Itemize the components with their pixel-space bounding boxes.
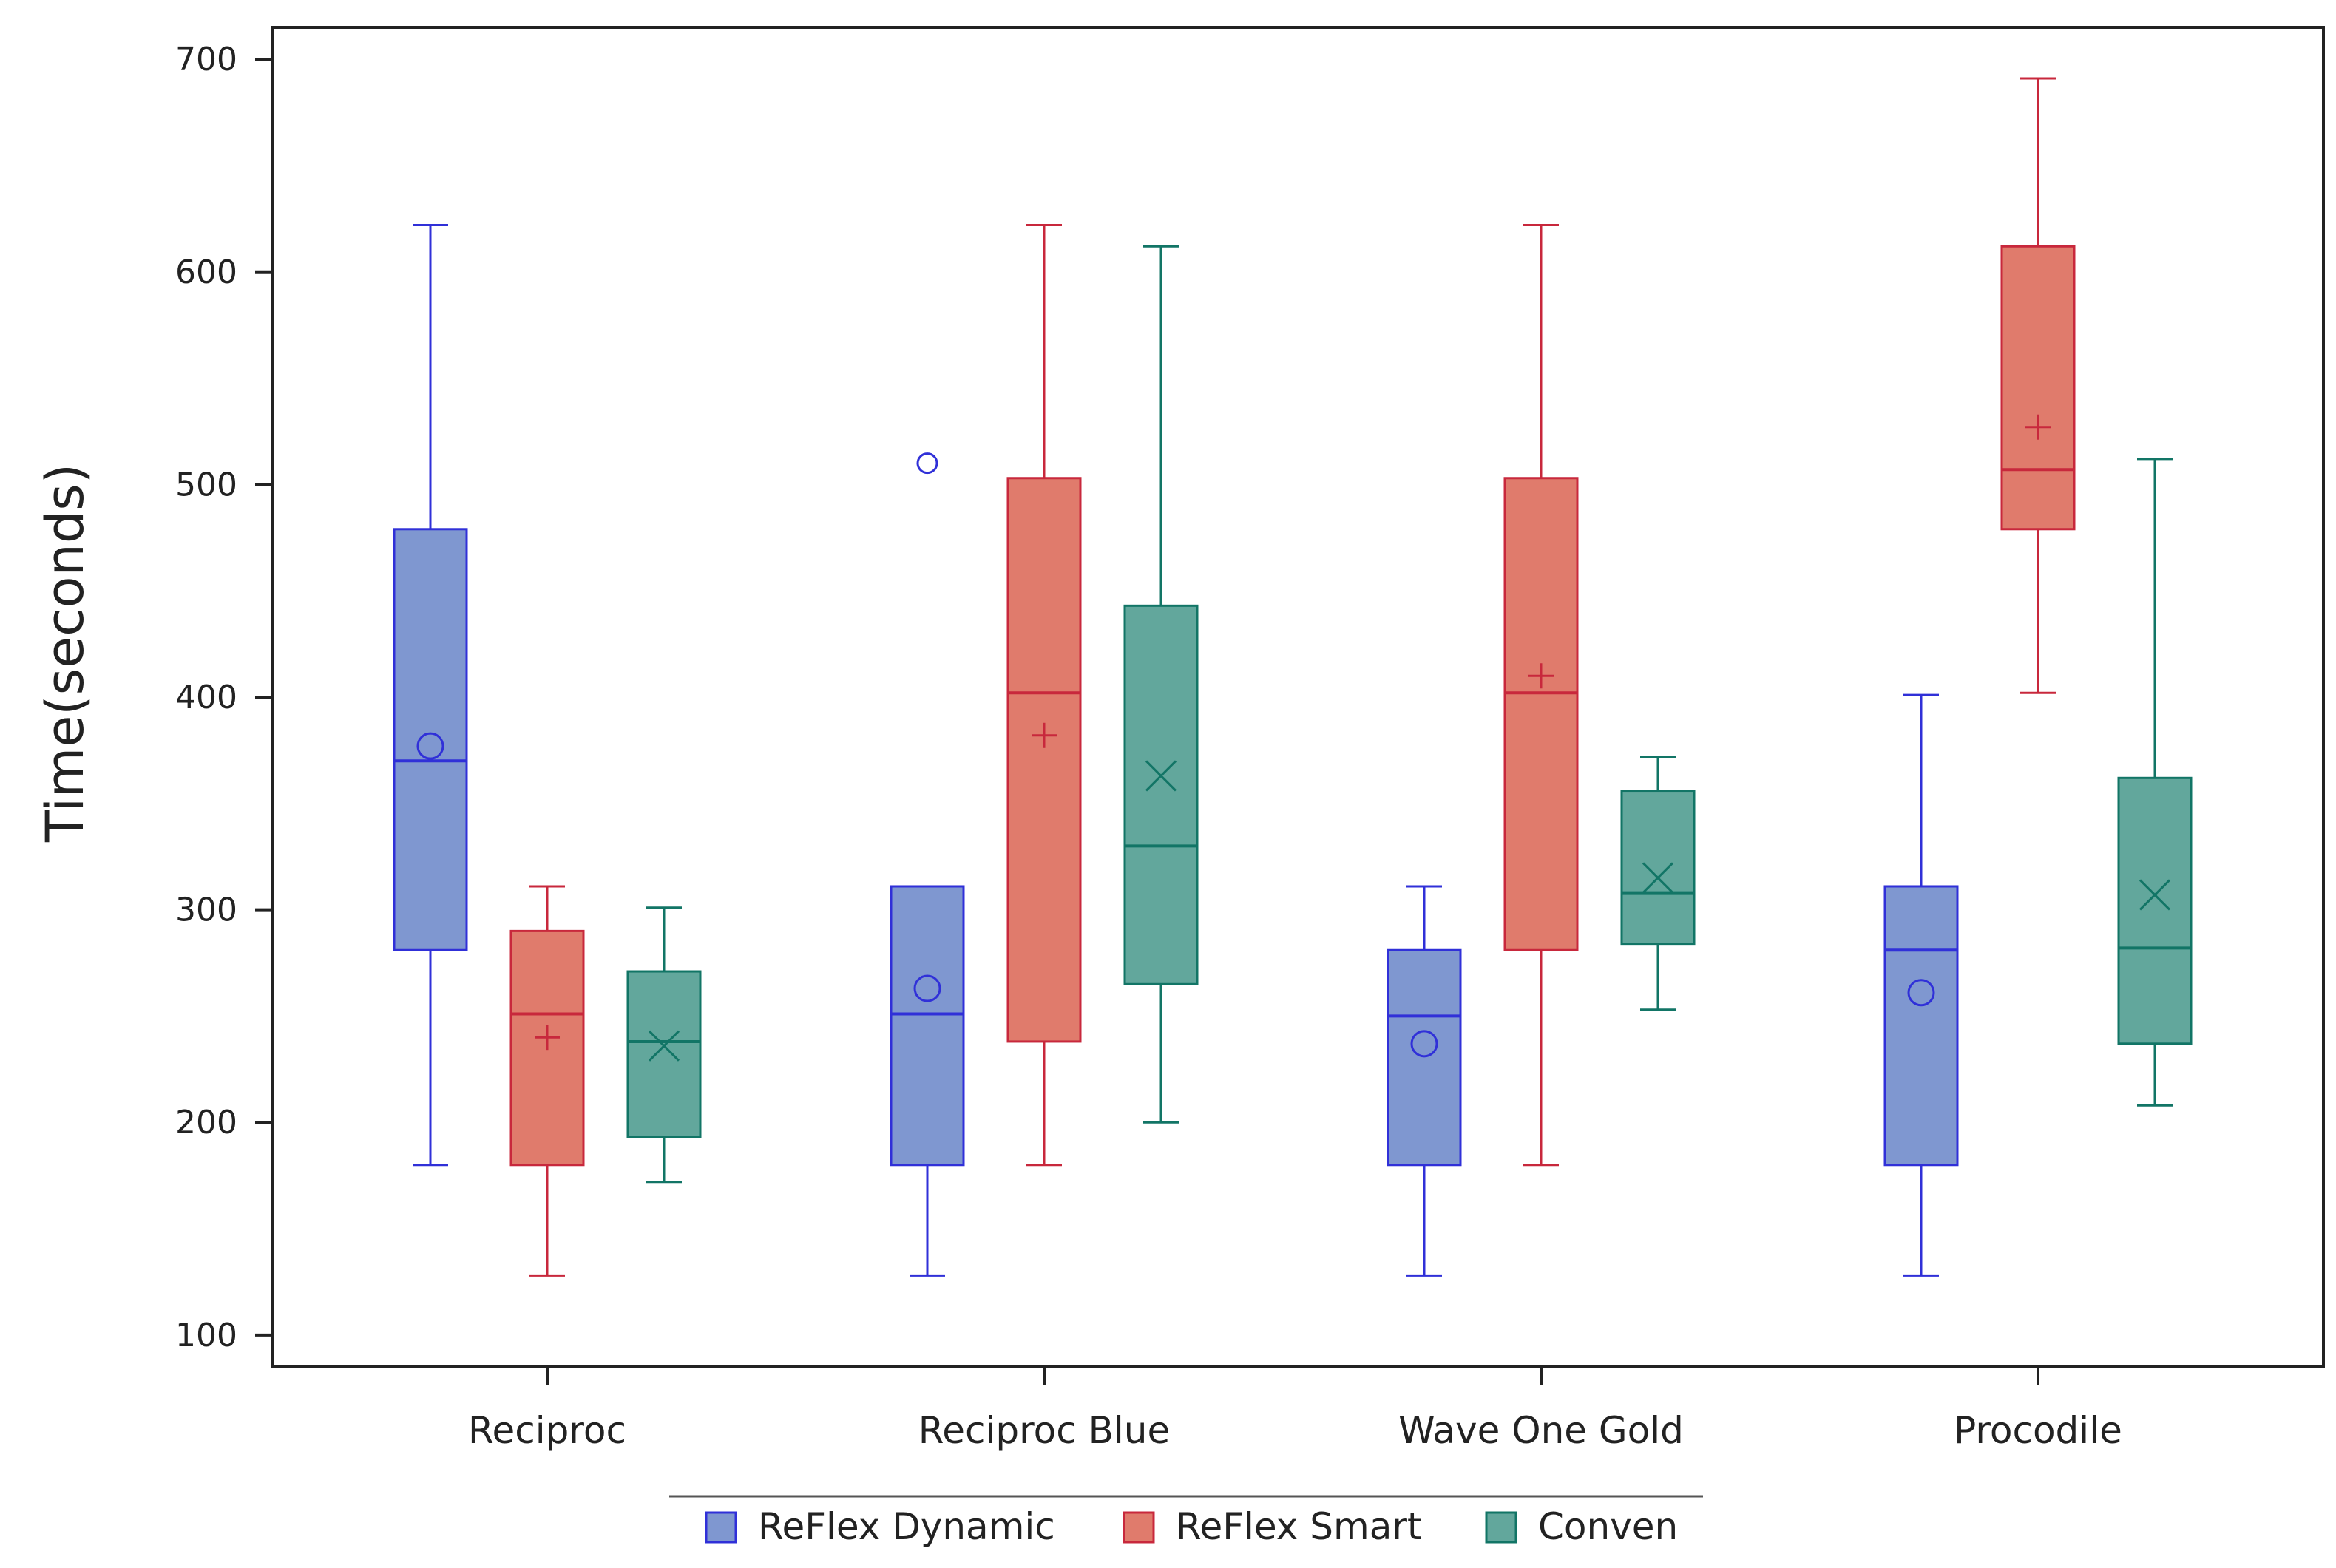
mean-marker-x [1145,760,1177,792]
mean-marker-x [1642,862,1674,894]
box-iqr [1006,477,1082,1043]
legend-item-reflex-dynamic: ReFlex Dynamic [705,1505,1055,1548]
box-reflex-dynamic-reciproc-blue [890,452,965,1277]
mean-marker-circle [1907,979,1935,1007]
box-iqr [2117,776,2193,1045]
mean-marker-x [2139,879,2171,911]
box-conven-reciproc-blue [1123,245,1199,1124]
y-tick-label-300: 300 [175,892,237,929]
box-iqr [1883,885,1959,1167]
box-iqr [2000,245,2076,531]
box-reflex-dynamic-procodile [1883,693,1959,1277]
outlier-point [916,452,938,475]
mean-marker-x-b [1642,862,1674,894]
mean-marker-x-b [2139,879,2171,911]
box-conven-reciproc [626,906,702,1184]
plot-frame [271,26,2325,1368]
mean-marker-circle [1410,1030,1438,1058]
y-tick-label-700: 700 [175,41,237,78]
box-iqr [626,970,702,1138]
y-tick-label-200: 200 [175,1104,237,1141]
legend-label: ReFlex Smart [1176,1505,1422,1548]
mean-marker-plus [1528,663,1554,689]
box-iqr [393,528,468,951]
legend-label: ReFlex Dynamic [758,1505,1055,1548]
mean-marker-plus [1032,722,1057,748]
x-tick-label-1: Reciproc [468,1409,626,1452]
legend-swatch [705,1511,737,1544]
legend-item-conven: Conven [1485,1505,1678,1548]
mean-marker-x-b [648,1030,680,1062]
box-iqr [890,885,965,1167]
box-iqr [1123,604,1199,985]
y-tick-label-600: 600 [175,254,237,291]
mean-marker-x-b [1145,760,1177,792]
y-tick-label-500: 500 [175,466,237,503]
box-conven-wave-one-gold [1620,756,1696,1011]
legend-swatch [1485,1511,1517,1544]
box-conven-procodile [2117,458,2193,1107]
box-reflex-smart-procodile [2000,77,2076,694]
y-axis-title: Time(seconds) [35,464,95,843]
x-tick-label-2: Reciproc Blue [918,1409,1170,1452]
legend-item-reflex-smart: ReFlex Smart [1123,1505,1422,1548]
mean-marker-circle [416,732,444,760]
box-iqr [1503,477,1579,951]
mean-marker-plus [535,1025,560,1051]
mean-marker-x [648,1030,680,1062]
box-reflex-smart-wave-one-gold [1503,223,1579,1167]
box-iqr [1620,790,1696,946]
y-tick-label-400: 400 [175,679,237,716]
legend-label: Conven [1538,1505,1678,1548]
box-reflex-smart-reciproc-blue [1006,223,1082,1167]
box-iqr [1387,948,1462,1167]
box-series [393,77,2193,1277]
legend: ReFlex Dynamic ReFlex Smart Conven [669,1495,1703,1548]
y-axis: 100 200 300 400 500 600 700 [175,41,273,1354]
mean-marker-circle [913,974,941,1002]
y-tick-label-100: 100 [175,1317,237,1354]
x-tick-label-3: Wave One Gold [1398,1409,1684,1452]
x-axis: Reciproc Reciproc Blue Wave One Gold Procod… [468,1367,2122,1452]
box-reflex-dynamic-wave-one-gold [1387,885,1462,1277]
mean-marker-plus [2025,414,2051,440]
legend-swatch [1123,1511,1155,1544]
x-tick-label-4: Procodile [1954,1409,2122,1452]
box-reflex-smart-reciproc [509,885,585,1277]
box-reflex-dynamic-reciproc [393,223,468,1167]
